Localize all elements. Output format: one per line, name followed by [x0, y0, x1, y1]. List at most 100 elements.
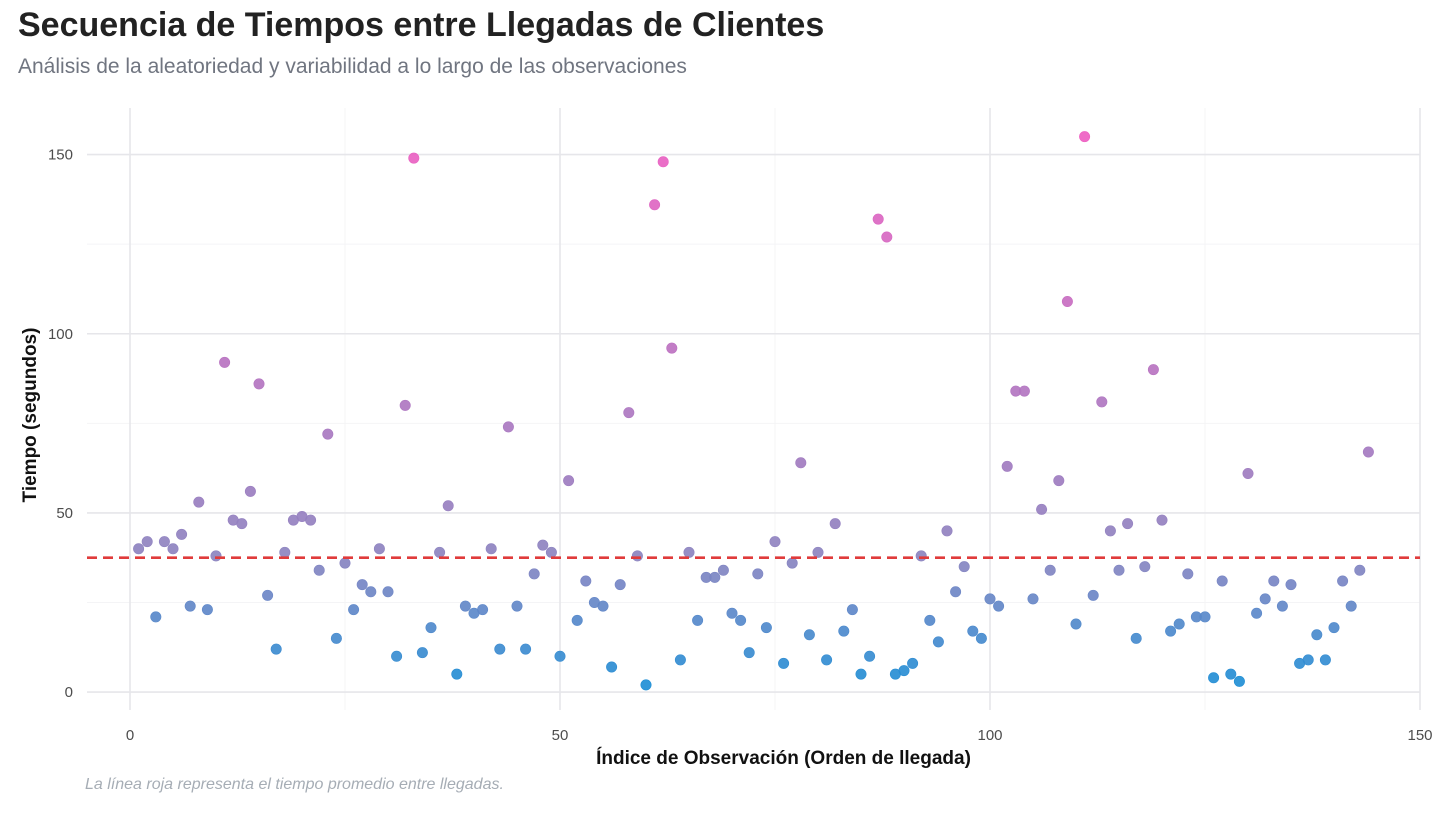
- data-point: [253, 378, 265, 390]
- data-point: [649, 199, 661, 211]
- data-point: [1165, 625, 1177, 637]
- x-axis-title: Índice de Observación (Orden de llegada): [596, 747, 971, 769]
- data-point: [717, 564, 729, 576]
- data-point: [631, 550, 643, 562]
- data-point: [829, 518, 841, 530]
- data-point: [1233, 675, 1245, 687]
- data-point: [1319, 654, 1331, 666]
- data-point: [356, 579, 368, 591]
- data-point: [967, 625, 979, 637]
- data-point: [1225, 668, 1237, 680]
- data-point: [1242, 467, 1254, 479]
- x-tick-label: 100: [977, 727, 1002, 744]
- data-point: [812, 546, 824, 558]
- data-point: [442, 500, 454, 512]
- data-point: [1285, 579, 1297, 591]
- data-point: [1251, 607, 1263, 619]
- data-point: [1139, 561, 1151, 573]
- data-point: [958, 561, 970, 573]
- data-point: [838, 625, 850, 637]
- data-point: [1311, 629, 1323, 641]
- data-points: [133, 131, 1374, 691]
- y-tick-label: 0: [65, 684, 73, 701]
- data-point: [1070, 618, 1082, 630]
- data-point: [855, 668, 867, 680]
- data-point: [657, 156, 669, 168]
- data-point: [950, 586, 962, 598]
- y-tick-label: 100: [48, 326, 73, 343]
- data-point: [262, 589, 274, 601]
- data-point: [537, 539, 549, 551]
- data-point: [210, 550, 222, 562]
- y-axis-title: Tiempo (segundos): [20, 328, 41, 503]
- data-point: [313, 564, 325, 576]
- data-point: [1337, 575, 1349, 587]
- chart-caption: La línea roja representa el tiempo prome…: [85, 776, 504, 793]
- data-point: [1156, 514, 1168, 526]
- data-point: [795, 457, 807, 469]
- data-point: [1147, 364, 1159, 376]
- data-point: [1276, 600, 1288, 612]
- data-point: [640, 679, 652, 691]
- data-point: [571, 614, 583, 626]
- data-point: [158, 536, 170, 548]
- data-point: [846, 604, 858, 616]
- data-point: [167, 543, 179, 555]
- y-tick-label: 150: [48, 147, 73, 164]
- data-point: [692, 614, 704, 626]
- data-point: [545, 546, 557, 558]
- data-point: [305, 514, 317, 526]
- data-point: [563, 475, 575, 487]
- data-point: [391, 650, 403, 662]
- data-point: [1130, 632, 1142, 644]
- data-point: [760, 622, 772, 634]
- data-point: [416, 647, 428, 659]
- data-point: [1061, 295, 1073, 307]
- data-point: [1354, 564, 1366, 576]
- data-point: [365, 586, 377, 598]
- data-point: [494, 643, 506, 655]
- data-point: [1027, 593, 1039, 605]
- data-point: [1182, 568, 1194, 580]
- data-point: [1044, 564, 1056, 576]
- data-point: [666, 342, 678, 354]
- data-point: [201, 604, 213, 616]
- data-point: [803, 629, 815, 641]
- data-point: [270, 643, 282, 655]
- data-point: [330, 632, 342, 644]
- data-point: [1096, 396, 1108, 408]
- data-point: [915, 550, 927, 562]
- data-point: [477, 604, 489, 616]
- data-point: [769, 536, 781, 548]
- data-point: [141, 536, 153, 548]
- data-point: [898, 665, 910, 677]
- data-point: [1053, 475, 1065, 487]
- data-point: [339, 557, 351, 569]
- data-point: [683, 546, 695, 558]
- data-point: [373, 543, 385, 555]
- data-point: [1173, 618, 1185, 630]
- data-point: [348, 604, 360, 616]
- data-point: [709, 571, 721, 583]
- y-tick-label: 50: [56, 505, 73, 522]
- data-point: [1362, 446, 1374, 458]
- data-point: [1113, 564, 1125, 576]
- data-point: [133, 543, 145, 555]
- data-point: [1104, 525, 1116, 537]
- data-point: [511, 600, 523, 612]
- data-point: [606, 661, 618, 673]
- data-point: [1216, 575, 1228, 587]
- data-point: [821, 654, 833, 666]
- data-point: [219, 356, 231, 368]
- data-point: [752, 568, 764, 580]
- data-point: [1345, 600, 1357, 612]
- data-point: [1302, 654, 1314, 666]
- data-point: [408, 152, 420, 164]
- data-point: [786, 557, 798, 569]
- data-point: [932, 636, 944, 648]
- data-point: [872, 213, 884, 225]
- data-point: [1259, 593, 1271, 605]
- data-point: [184, 600, 196, 612]
- data-point: [554, 650, 566, 662]
- data-point: [1122, 518, 1134, 530]
